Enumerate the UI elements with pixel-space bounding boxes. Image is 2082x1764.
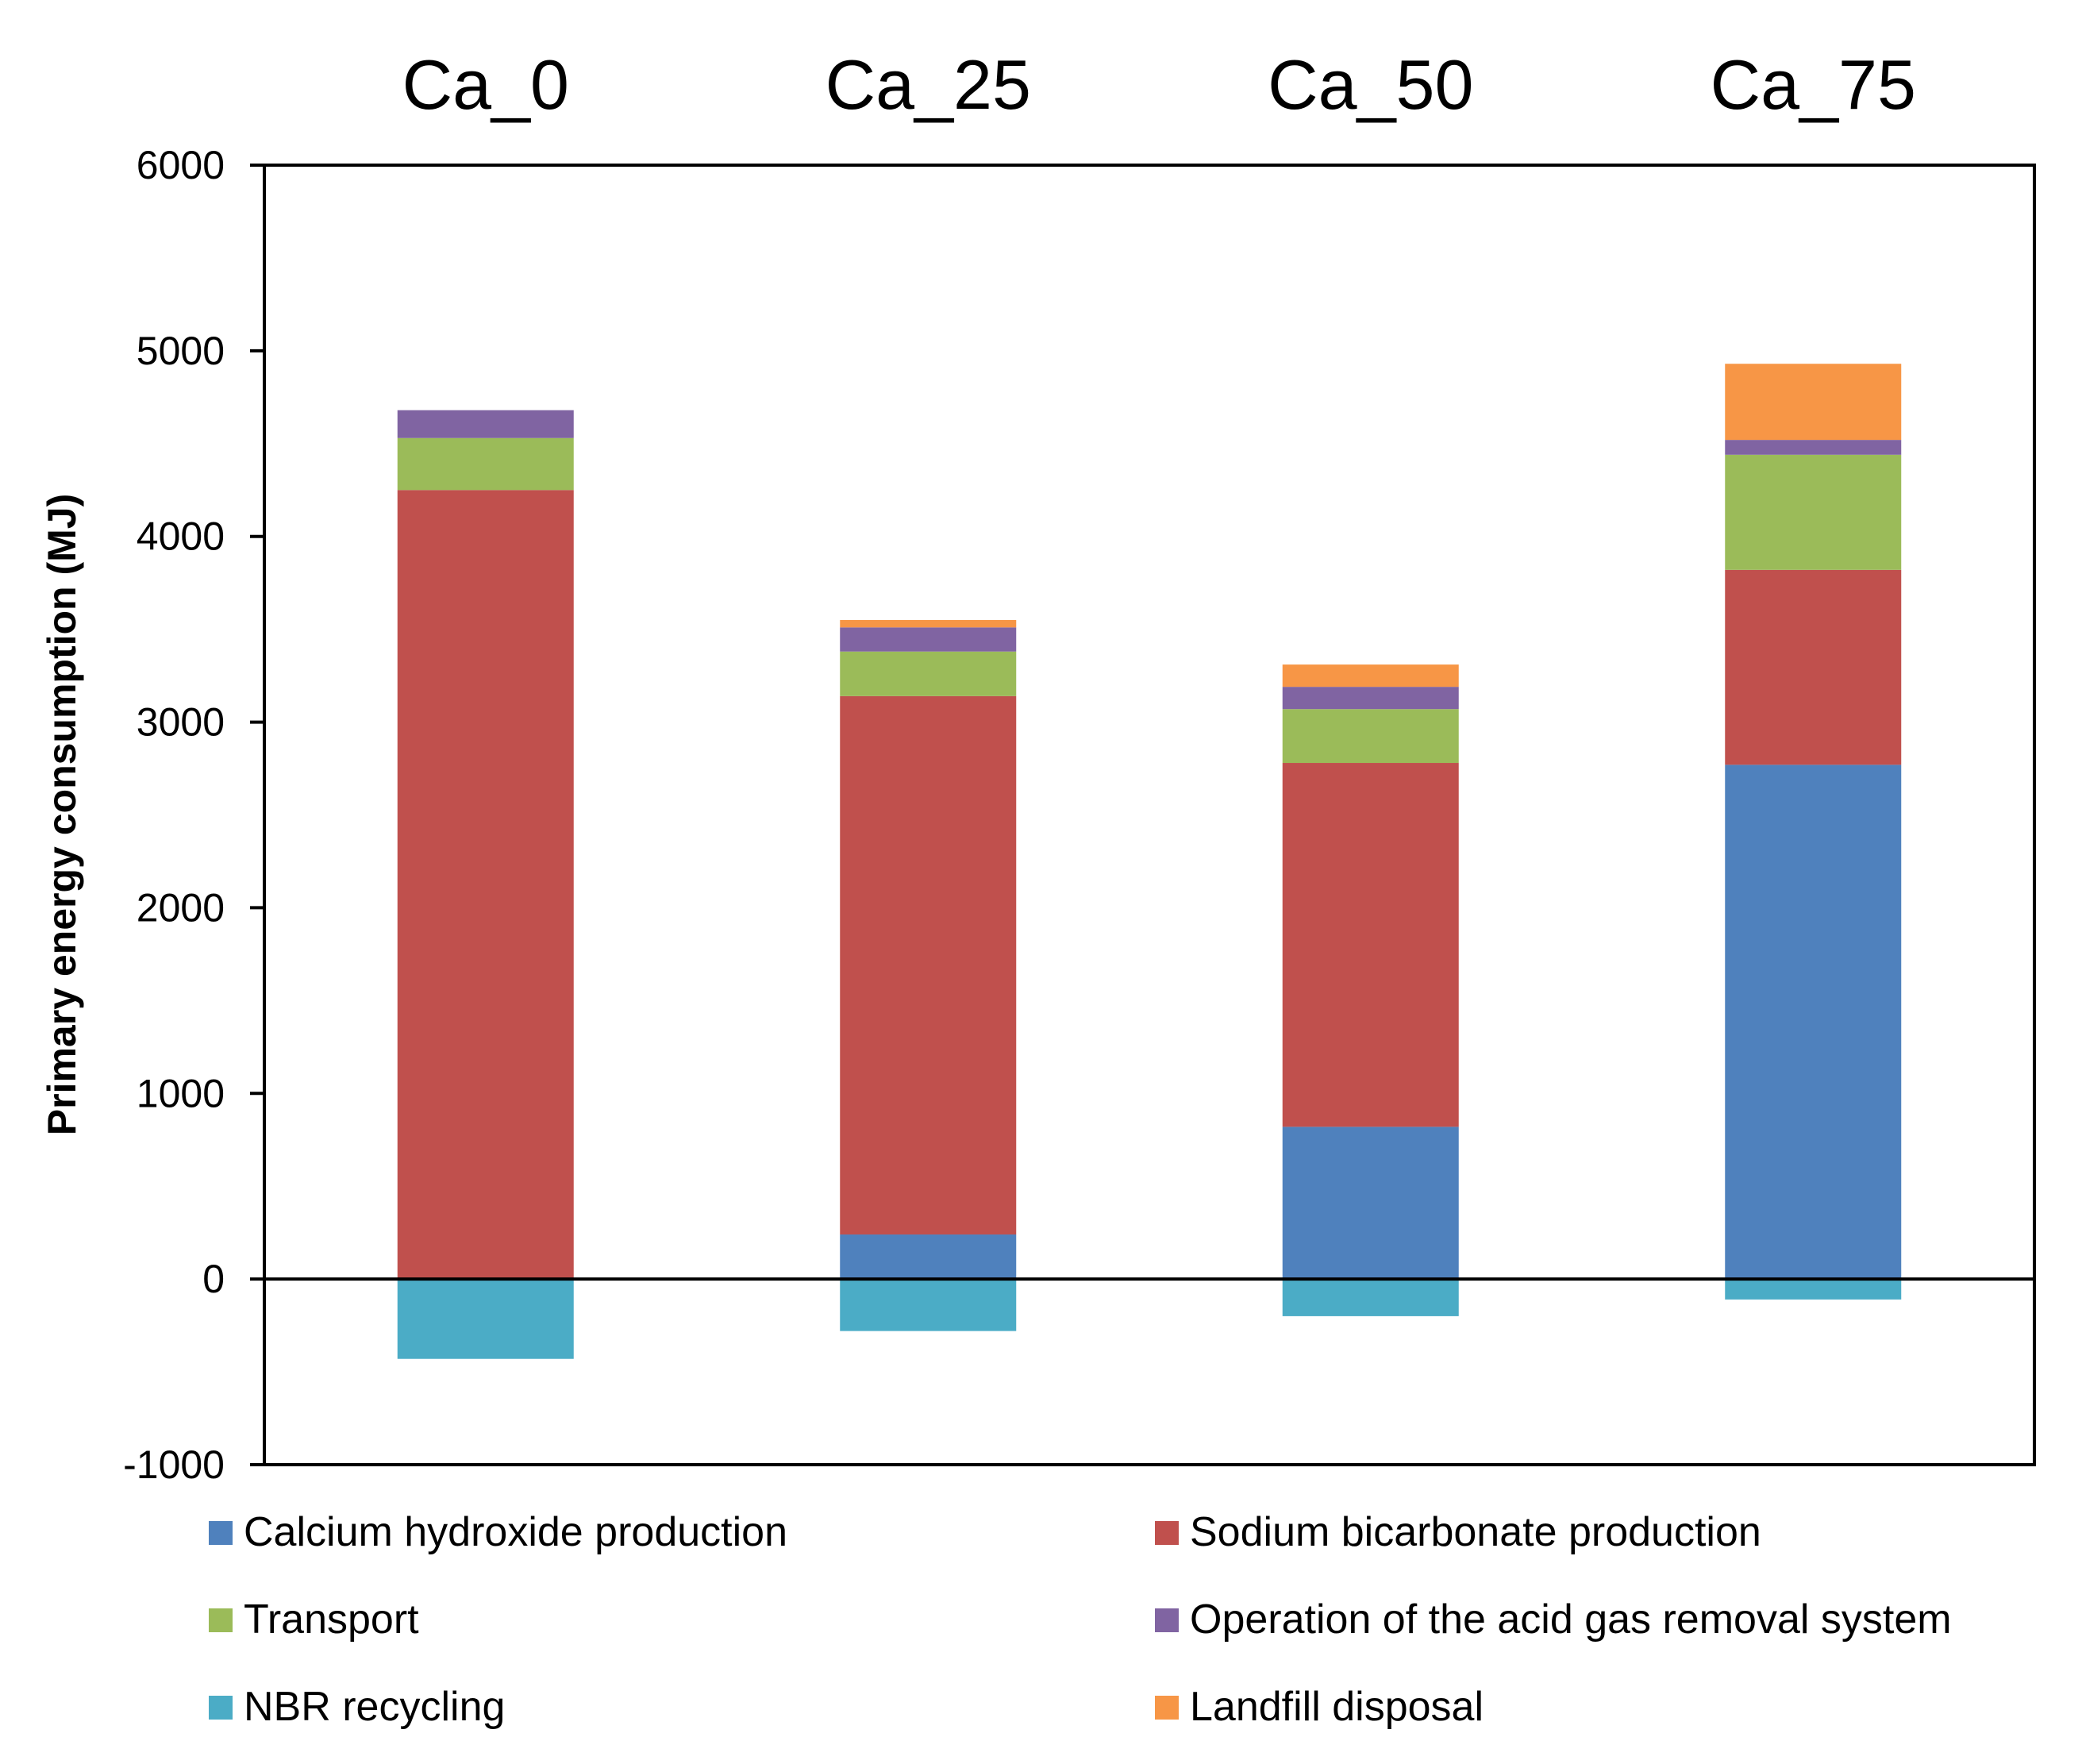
category-label-ca-25: Ca_25 [825, 45, 1031, 124]
category-label-ca-0: Ca_0 [402, 45, 569, 124]
bar-sodium-bicarbonate-production-ca-50 [1282, 763, 1459, 1127]
bar-calcium-hydroxide-production-ca-25 [840, 1234, 1017, 1280]
y-tick-label: 0 [202, 1257, 225, 1301]
y-tick-label: 1000 [137, 1071, 225, 1115]
bar-nbr-recycling-ca-25 [840, 1279, 1017, 1331]
bar-nbr-recycling-ca-0 [397, 1279, 574, 1359]
y-tick-label: 4000 [137, 514, 225, 559]
y-tick-label: 6000 [137, 143, 225, 187]
y-tick-label: 5000 [137, 329, 225, 373]
bar-sodium-bicarbonate-production-ca-25 [840, 695, 1017, 1235]
bar-operation-of-the-acid-gas-removal-system-ca-50 [1282, 687, 1459, 710]
bars-layer [397, 364, 1902, 1359]
y-axis-label: Primary energy consumption (MJ) [40, 494, 84, 1136]
legend-label-transport: Transport [244, 1596, 419, 1643]
bar-nbr-recycling-ca-50 [1282, 1279, 1459, 1316]
y-axis: 6000 5000 4000 3000 2000 1000 0 -1000 [123, 143, 264, 1487]
bar-landfill-disposal-ca-50 [1282, 664, 1459, 687]
bar-sodium-bicarbonate-production-ca-0 [397, 490, 574, 1280]
x-axis-categories: Ca_0 Ca_25 Ca_50 Ca_75 [402, 45, 1916, 124]
bar-sodium-bicarbonate-production-ca-75 [1725, 569, 1902, 765]
legend-label-sodium-bicarbonate-production: Sodium bicarbonate production [1190, 1509, 1761, 1555]
bar-transport-ca-0 [397, 437, 574, 491]
bar-transport-ca-75 [1725, 454, 1902, 570]
bar-calcium-hydroxide-production-ca-50 [1282, 1127, 1459, 1280]
legend-swatch-landfill-disposal [1155, 1696, 1179, 1720]
bar-transport-ca-25 [840, 651, 1017, 696]
bar-landfill-disposal-ca-75 [1725, 364, 1902, 441]
bar-operation-of-the-acid-gas-removal-system-ca-25 [840, 627, 1017, 652]
bar-operation-of-the-acid-gas-removal-system-ca-75 [1725, 440, 1902, 455]
bar-operation-of-the-acid-gas-removal-system-ca-0 [397, 410, 574, 438]
legend-swatch-nbr-recycling [209, 1696, 233, 1720]
legend-label-operation-of-the-acid-gas-removal-system: Operation of the acid gas removal system [1190, 1596, 1952, 1643]
legend-swatch-sodium-bicarbonate-production [1155, 1521, 1179, 1545]
legend-label-calcium-hydroxide-production: Calcium hydroxide production [244, 1509, 787, 1555]
legend-swatch-calcium-hydroxide-production [209, 1521, 233, 1545]
y-tick-label: 3000 [137, 700, 225, 745]
y-tick-label: 2000 [137, 885, 225, 930]
category-label-ca-50: Ca_50 [1268, 45, 1473, 124]
bar-nbr-recycling-ca-75 [1725, 1279, 1902, 1300]
category-label-ca-75: Ca_75 [1711, 45, 1916, 124]
legend-label-landfill-disposal: Landfill disposal [1190, 1684, 1484, 1730]
bar-landfill-disposal-ca-25 [840, 619, 1017, 628]
legend-label-nbr-recycling: NBR recycling [244, 1684, 505, 1730]
bar-calcium-hydroxide-production-ca-75 [1725, 765, 1902, 1280]
plot-area-frame [263, 164, 2036, 1466]
legend: Calcium hydroxide production Sodium bicar… [209, 1509, 1952, 1730]
y-tick-label: -1000 [123, 1442, 225, 1487]
bar-transport-ca-50 [1282, 709, 1459, 764]
legend-swatch-transport [209, 1608, 233, 1632]
legend-swatch-operation-of-the-acid-gas-removal-system [1155, 1608, 1179, 1632]
